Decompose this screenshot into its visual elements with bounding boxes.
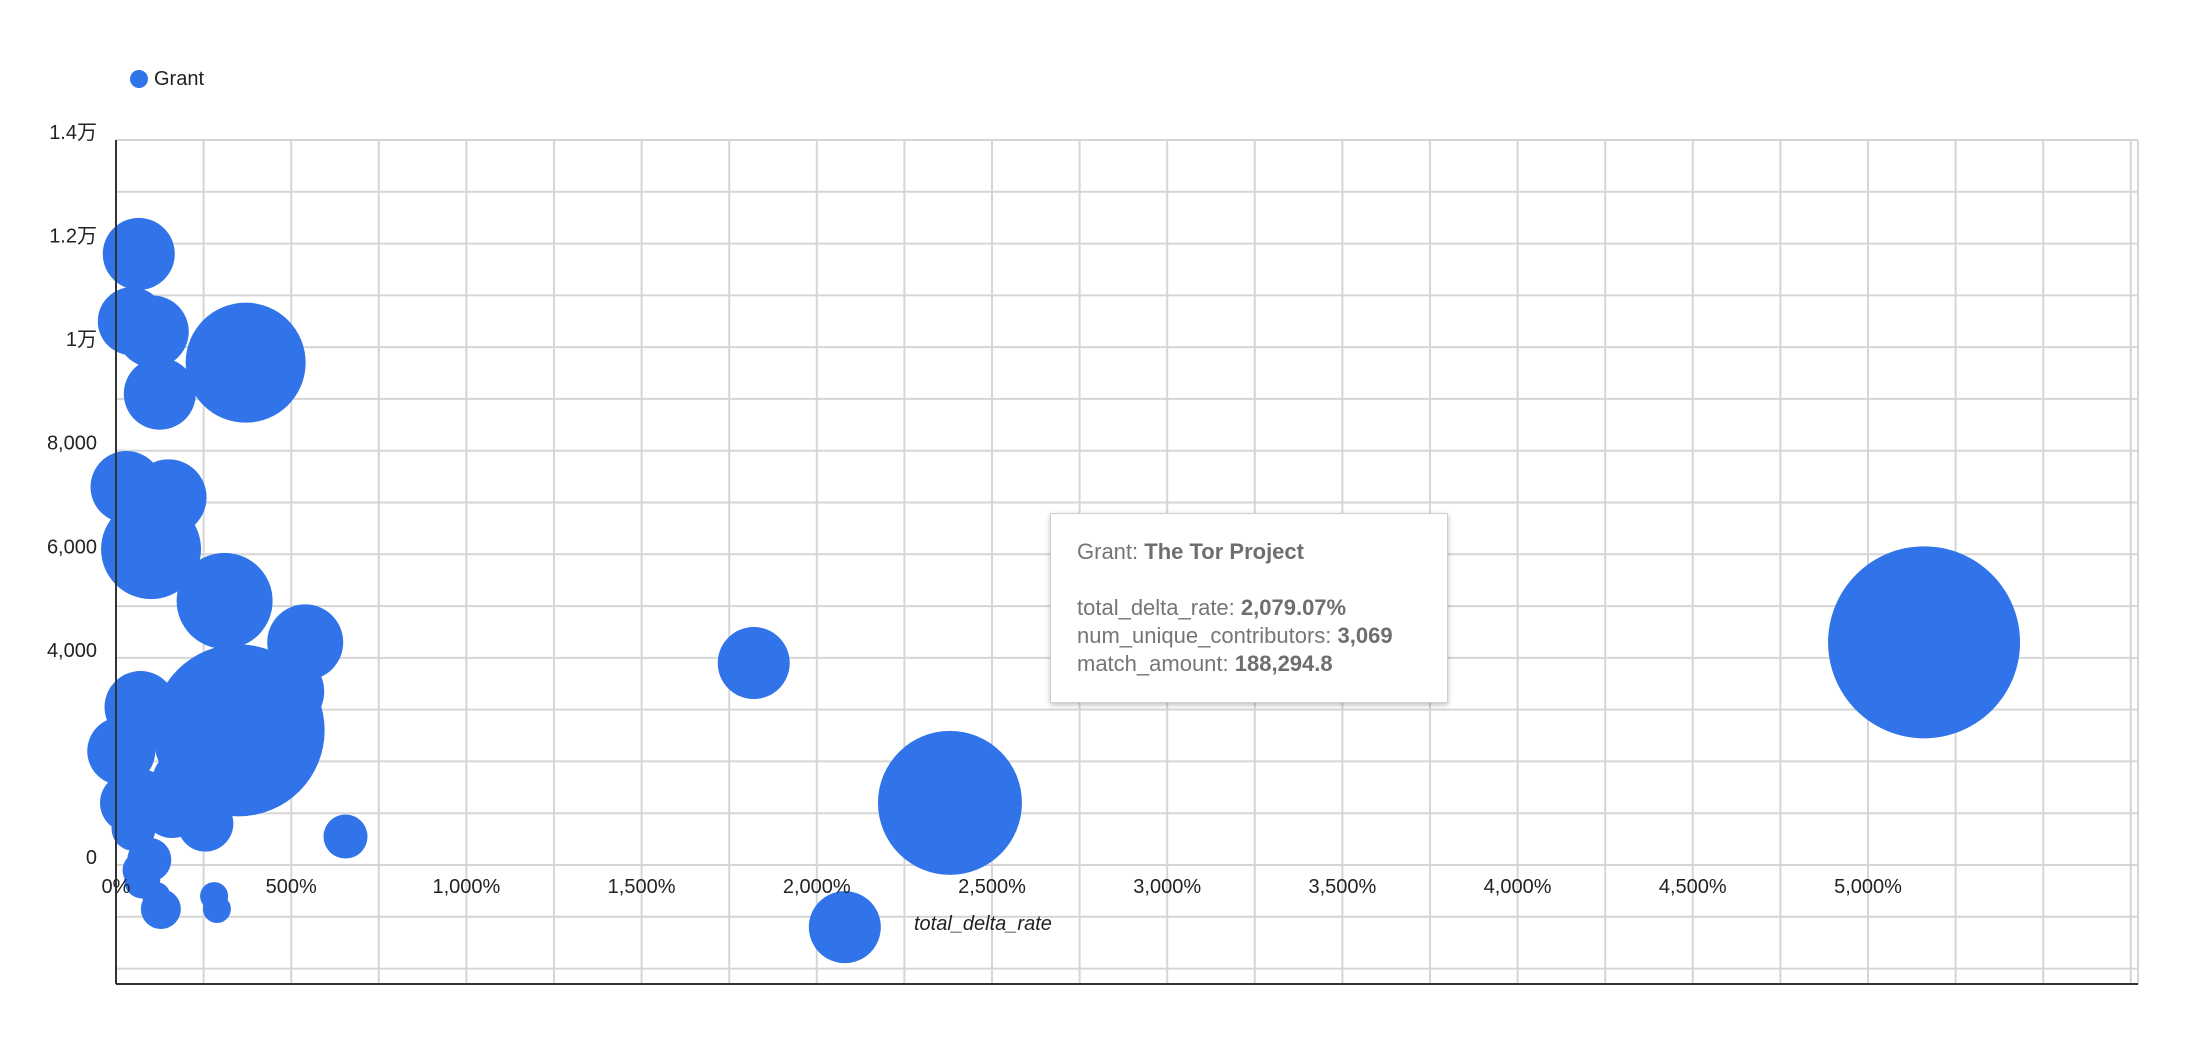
y-tick-label: 1.2万 [49, 226, 97, 248]
bubble-point[interactable] [1828, 546, 2021, 739]
x-tick-label: 3,500% [1308, 876, 1376, 898]
legend-marker-icon [130, 70, 148, 88]
bubble-point[interactable] [808, 891, 881, 964]
y-tick-label: 4,000 [47, 640, 97, 662]
x-tick-label: 3,000% [1133, 876, 1201, 898]
tooltip-value: 188,294.8 [1234, 651, 1333, 676]
x-tick-label: 500% [266, 876, 317, 898]
bubble-point[interactable] [116, 295, 189, 368]
tooltip-value: 2,079.07% [1240, 595, 1347, 620]
legend[interactable]: Grant [130, 68, 204, 90]
tooltip-label: match_amount: [1077, 651, 1235, 676]
y-tick-label: 1万 [66, 329, 97, 351]
tooltip-grant-row: Grant: The Tor Project [1077, 538, 1421, 566]
x-axis-title: total_delta_rate [914, 913, 1052, 935]
bubble-point[interactable] [101, 499, 202, 600]
bubble-point[interactable] [102, 217, 175, 290]
y-tick-label: 1.4万 [49, 122, 97, 144]
bubble-point[interactable] [717, 627, 790, 700]
tooltip-value: 3,069 [1337, 623, 1393, 648]
legend-label: Grant [154, 68, 204, 90]
tooltip-row-delta-rate: total_delta_rate: 2,079.07% [1077, 594, 1421, 622]
x-tick-label: 1,000% [432, 876, 500, 898]
x-tick-label: 4,500% [1659, 876, 1727, 898]
x-tick-label: 0% [102, 876, 131, 898]
tooltip-label: num_unique_contributors: [1077, 623, 1338, 648]
tooltip: Grant: The Tor Project total_delta_rate:… [1050, 513, 1448, 703]
label-layer: 0% 500% 1,000% 1,500% 2,000% 2,500% 3,000% 3,50… [47, 122, 1902, 935]
y-tick-label: 8,000 [47, 433, 97, 455]
bubble-point[interactable] [176, 552, 273, 649]
bubble-point[interactable] [185, 302, 306, 423]
bubble-point[interactable] [140, 889, 181, 930]
tooltip-label: total_delta_rate: [1077, 595, 1241, 620]
y-tick-label: 6,000 [47, 536, 97, 558]
bubble-point[interactable] [177, 795, 234, 852]
bubble-layer [87, 217, 2021, 964]
tooltip-grant-label: Grant: [1077, 539, 1145, 564]
tooltip-spacer [1077, 566, 1421, 594]
bubble-point[interactable] [87, 717, 156, 786]
x-tick-label: 5,000% [1834, 876, 1902, 898]
x-tick-label: 2,500% [958, 876, 1026, 898]
y-tick-label: 0 [86, 847, 97, 869]
tooltip-grant-value: The Tor Project [1144, 539, 1304, 564]
tooltip-row-match-amount: match_amount: 188,294.8 [1077, 650, 1421, 678]
x-tick-label: 1,500% [608, 876, 676, 898]
bubble-point[interactable] [877, 730, 1022, 875]
bubble-point[interactable] [323, 814, 368, 859]
bubble-point[interactable] [123, 357, 196, 430]
bubble-point[interactable] [202, 895, 231, 924]
x-tick-label: 4,000% [1484, 876, 1552, 898]
x-tick-label: 2,000% [783, 876, 851, 898]
tooltip-row-contributors: num_unique_contributors: 3,069 [1077, 622, 1421, 650]
axis-layer [115, 140, 2138, 985]
